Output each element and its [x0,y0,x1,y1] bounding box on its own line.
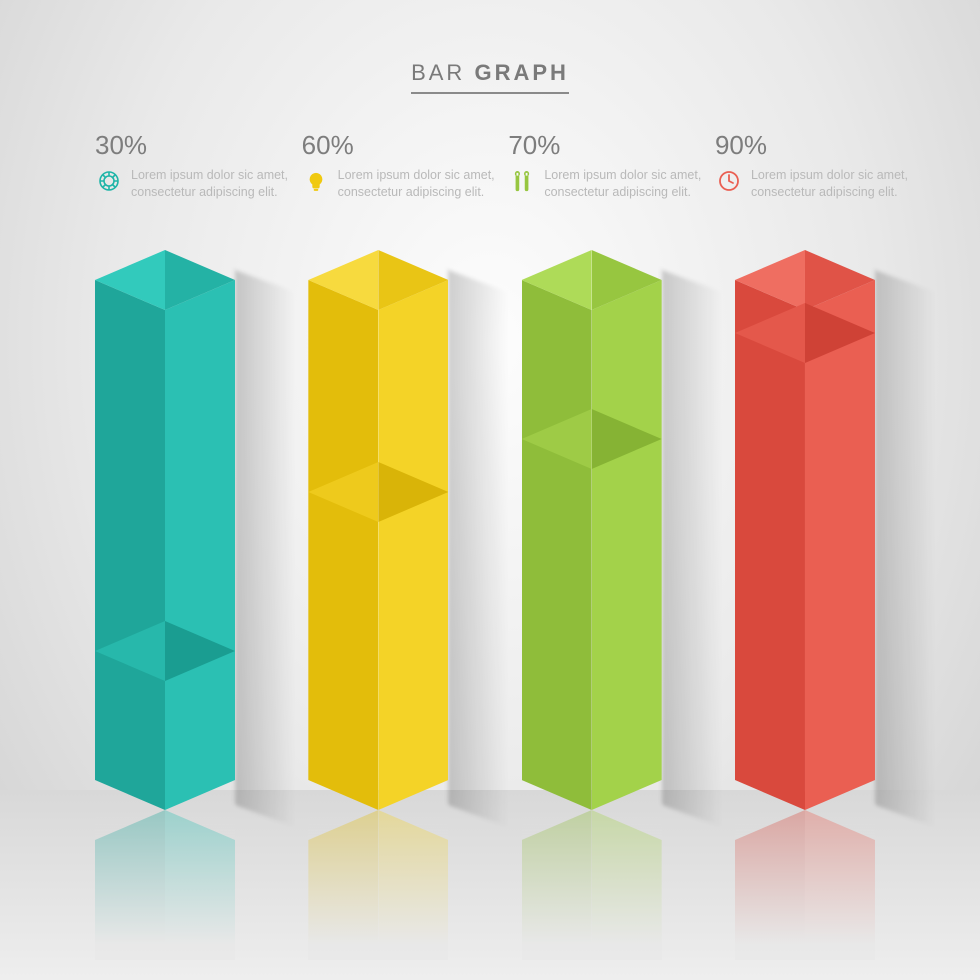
wrench-icon [508,167,536,207]
percent-label: 30% [95,130,295,161]
title-bold: GRAPH [474,60,568,85]
percent-label: 60% [302,130,502,161]
desc-text: Lorem ipsum dolor sic amet, consectetur … [338,167,502,201]
chart-title: BAR GRAPH [0,60,980,94]
clock-icon [715,167,743,207]
bar-column [522,250,702,810]
bar-column [735,250,915,810]
column-header: 90% Lorem ipsum dolor sic amet, consecte… [715,130,915,207]
column-header: 60% Lorem ipsum dolor sic amet, consecte… [302,130,502,207]
desc-text: Lorem ipsum dolor sic amet, consectetur … [131,167,295,201]
bar-column [308,250,488,810]
column-header: 70% Lorem ipsum dolor sic amet, consecte… [508,130,708,207]
percent-label: 90% [715,130,915,161]
bulb-icon [302,167,330,207]
bar-column [95,250,275,810]
percent-label: 70% [508,130,708,161]
desc-text: Lorem ipsum dolor sic amet, consectetur … [751,167,915,201]
column-headers: 30% Lorem ipsum dolor sic amet, consecte… [95,130,915,207]
desc-text: Lorem ipsum dolor sic amet, consectetur … [544,167,708,201]
gear-icon [95,167,123,207]
column-header: 30% Lorem ipsum dolor sic amet, consecte… [95,130,295,207]
bars-container [95,250,915,810]
title-thin: BAR [411,60,465,85]
